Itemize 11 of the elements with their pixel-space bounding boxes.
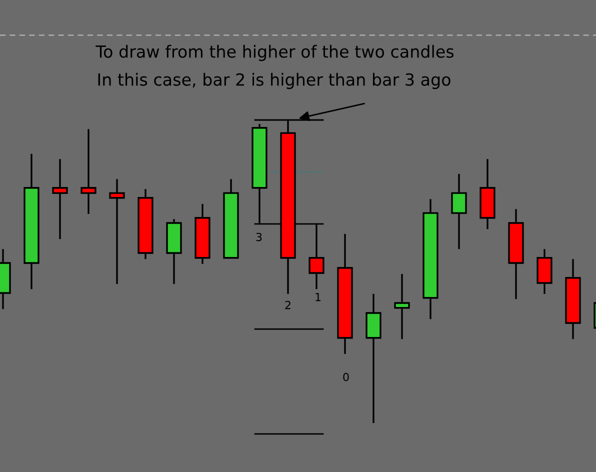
text: To draw from the higher of the two candles bbox=[96, 44, 454, 62]
candlestick bbox=[451, 173, 467, 250]
candlestick bbox=[52, 158, 68, 240]
annotation: 0 bbox=[343, 372, 349, 382]
annotation: 2 bbox=[285, 300, 290, 310]
candlestick bbox=[109, 178, 125, 285]
annotation: 1 bbox=[316, 292, 321, 302]
candlestick bbox=[80, 128, 96, 215]
candlestick bbox=[394, 273, 410, 340]
annotation: 3 bbox=[256, 232, 262, 242]
text: In this case, bar 2 is higher than bar 3 ago bbox=[98, 72, 450, 90]
